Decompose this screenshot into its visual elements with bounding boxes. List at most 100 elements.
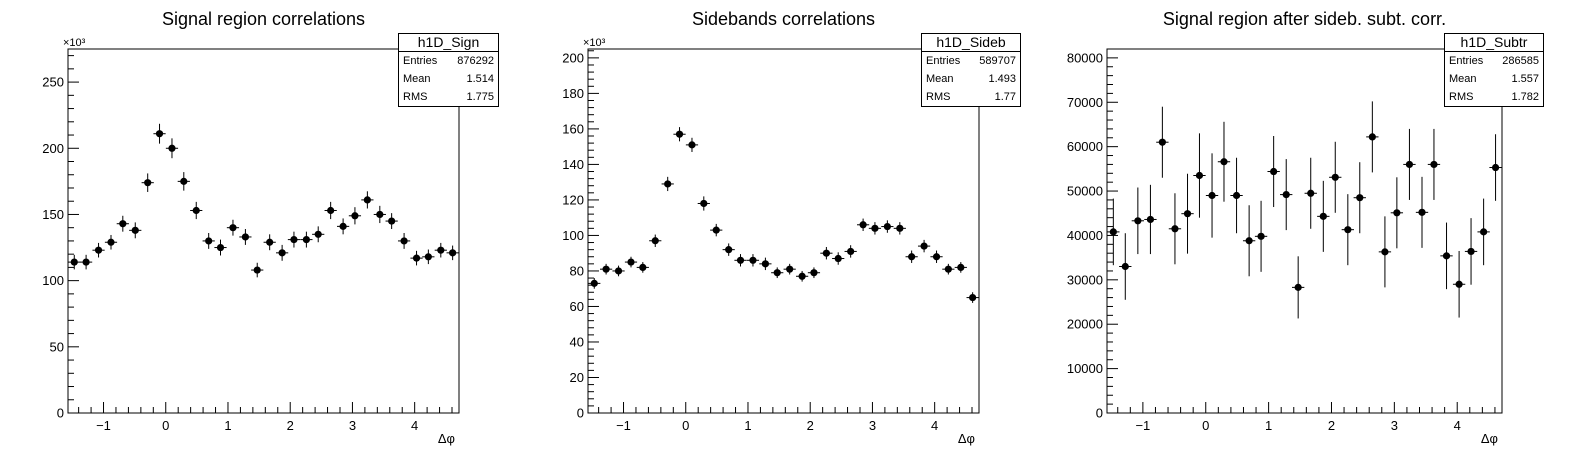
y-tick-label: 0 — [1096, 406, 1103, 421]
stats-row-entries: Entries 589707 — [922, 52, 1020, 70]
x-tick-label: 2 — [287, 418, 294, 433]
x-tick-label: 0 — [162, 418, 169, 433]
data-point — [1455, 280, 1463, 288]
x-tick-label: −1 — [96, 418, 111, 433]
x-tick-label: 1 — [744, 418, 751, 433]
panel-1-title: Signal region correlations — [161, 9, 366, 29]
y-tick-label: 20 — [570, 370, 584, 385]
x-axis-label: Δφ — [1481, 431, 1498, 446]
y-tick-label: 150 — [42, 207, 64, 222]
y-tick-label: 200 — [42, 141, 64, 156]
data-point — [278, 249, 286, 257]
y-exponent-label: ×10³ — [583, 37, 606, 49]
data-point — [700, 199, 708, 208]
data-point — [1467, 247, 1475, 256]
data-point — [1134, 217, 1142, 225]
data-point — [1368, 133, 1376, 141]
data-point — [773, 269, 781, 277]
data-point — [70, 258, 78, 266]
data-point — [712, 226, 720, 234]
stats-entries-value: 286585 — [1502, 55, 1539, 67]
stats-row-rms: RMS 1.782 — [1445, 88, 1543, 106]
data-point — [1158, 138, 1166, 146]
data-point — [437, 246, 445, 254]
data-point — [155, 130, 164, 138]
plot-frame — [587, 48, 980, 414]
x-tick-label: 4 — [1454, 418, 1461, 433]
y-exponent-label: ×10³ — [63, 37, 86, 49]
data-point — [314, 230, 322, 238]
data-point — [339, 222, 347, 230]
stats-rms-label: RMS — [403, 91, 428, 103]
stats-mean-value: 1.493 — [988, 73, 1016, 85]
data-point — [725, 246, 733, 254]
data-point — [1307, 189, 1315, 197]
data-point — [834, 254, 842, 263]
stats-row-entries: Entries 876292 — [399, 52, 498, 70]
data-point — [883, 222, 891, 231]
data-point — [786, 265, 794, 273]
stats-box-panel-3: h1D_Subtr Entries 286585 Mean 1.557 RMS 1.7… — [1444, 33, 1544, 107]
y-tick-label: 40 — [570, 334, 584, 349]
data-point — [1183, 210, 1192, 218]
stats-mean-value: 1.557 — [1511, 73, 1539, 85]
stats-mean-label: Mean — [403, 73, 431, 85]
x-tick-label: 1 — [1265, 418, 1272, 433]
data-point — [1257, 232, 1265, 240]
y-tick-label: 50 — [50, 339, 64, 354]
data-point — [1356, 194, 1364, 202]
data-point — [590, 279, 598, 287]
y-tick-label: 100 — [42, 273, 64, 288]
data-point — [241, 233, 250, 241]
y-tick-label: 120 — [562, 192, 584, 207]
y-tick-label: 60 — [570, 299, 584, 314]
data-point — [1491, 163, 1500, 172]
data-point — [168, 144, 176, 152]
y-tick-label: 180 — [562, 86, 584, 101]
stats-entries-label: Entries — [926, 55, 961, 67]
y-tick-label: 140 — [562, 157, 584, 172]
y-tick-label: 0 — [57, 406, 64, 421]
data-point — [1195, 171, 1204, 180]
stats-row-rms: RMS 1.77 — [922, 88, 1020, 106]
stats-rms-label: RMS — [1449, 91, 1474, 103]
data-point — [1232, 191, 1241, 200]
data-point — [614, 267, 623, 275]
x-tick-label: 2 — [807, 418, 814, 433]
data-point — [192, 206, 200, 215]
x-tick-label: −1 — [1135, 418, 1150, 433]
stats-row-mean: Mean 1.514 — [399, 70, 498, 88]
data-point — [1331, 173, 1339, 181]
data-point — [388, 217, 396, 225]
data-point — [180, 177, 188, 185]
data-point — [1344, 226, 1352, 234]
y-tick-label: 250 — [42, 75, 64, 90]
data-point — [1393, 209, 1401, 217]
data-point — [749, 256, 757, 264]
data-point — [1121, 262, 1129, 271]
y-tick-label: 20000 — [1067, 317, 1103, 332]
y-tick-label: 80 — [570, 263, 584, 278]
stats-row-mean: Mean 1.493 — [922, 70, 1020, 88]
x-tick-label: 1 — [224, 418, 231, 433]
data-point — [1319, 212, 1327, 220]
data-point — [761, 260, 770, 268]
data-point — [736, 256, 745, 264]
stats-rms-value: 1.775 — [466, 91, 494, 103]
data-point — [602, 265, 610, 273]
stats-name: h1D_Sign — [399, 34, 498, 52]
x-axis-label: Δφ — [438, 431, 455, 446]
data-point — [822, 249, 830, 257]
data-point — [131, 226, 139, 234]
x-tick-label: 4 — [411, 418, 418, 433]
data-point — [253, 266, 261, 274]
data-point — [932, 253, 941, 261]
stats-entries-value: 876292 — [457, 55, 494, 67]
y-tick-label: 30000 — [1067, 272, 1103, 287]
data-point — [651, 237, 659, 245]
y-tick-label: 80000 — [1067, 50, 1103, 65]
x-tick-label: 3 — [869, 418, 876, 433]
data-point — [1109, 228, 1117, 236]
plot-frame — [1106, 48, 1503, 414]
data-point — [327, 206, 335, 215]
